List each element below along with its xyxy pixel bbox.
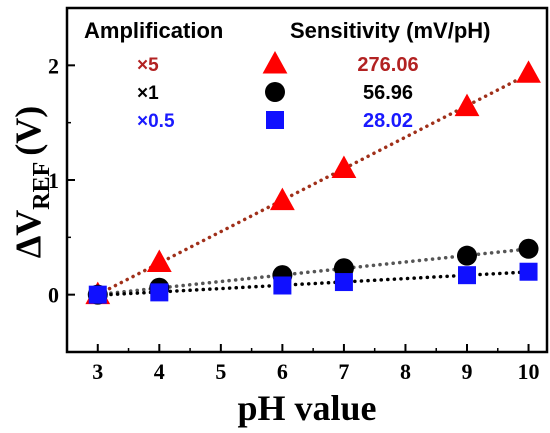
- data-point-series-1: [516, 60, 541, 83]
- data-point-series-1: [331, 155, 357, 178]
- legend-label-series-1: ×5: [137, 55, 159, 76]
- legend-label-series-2: ×1: [137, 83, 159, 104]
- legend-header-sensitivity: Sensitivity (mV/pH): [290, 18, 490, 43]
- data-point-series-2: [457, 245, 477, 266]
- x-tick-label: 8: [400, 359, 411, 384]
- legend-sensitivity-series-3: 28.02: [363, 110, 413, 132]
- legend-label-series-3: ×0.5: [137, 111, 175, 132]
- data-point-series-3: [458, 266, 476, 285]
- data-point-series-3: [519, 262, 538, 281]
- fit-line-series-1: [96, 72, 531, 297]
- legend: ×5 276.06 ×1 56.96 ×0.5 28.02: [137, 50, 419, 132]
- data-points: [85, 60, 541, 305]
- legend-marker-series-1: [262, 50, 288, 74]
- legend-sensitivity-series-1: 276.06: [357, 54, 418, 76]
- x-tick-label: 5: [215, 359, 226, 384]
- x-tick-label: 3: [92, 359, 103, 384]
- y-axis-ticks: 0 1 2: [48, 53, 75, 308]
- data-point-series-3: [150, 283, 169, 302]
- legend-sensitivity-series-2: 56.96: [363, 82, 413, 104]
- legend-header-amplification: Amplification: [84, 18, 223, 43]
- data-point-series-3: [273, 276, 292, 295]
- data-point-series-1: [454, 93, 480, 117]
- legend-marker-series-2: [265, 82, 285, 102]
- y-tick-label: 2: [48, 53, 59, 78]
- fit-lines: [96, 72, 531, 297]
- data-point-series-1: [269, 187, 295, 211]
- fit-line-series-3: [96, 270, 531, 297]
- x-tick-label: 4: [154, 359, 165, 384]
- y-axis-label: ΔVREF (V): [8, 106, 55, 259]
- x-axis-ticks: 3 4 5 6 7 8 9 10: [92, 344, 540, 384]
- x-tick-label: 6: [277, 359, 288, 384]
- svg-text:ΔVREF(V): ΔVREF (V): [8, 106, 55, 259]
- fit-line-series-2: [96, 247, 531, 297]
- y-tick-label: 0: [48, 283, 59, 308]
- data-point-series-2: [518, 238, 539, 259]
- y-axis-label-unit: (V): [8, 106, 48, 156]
- legend-marker-series-3: [266, 111, 284, 129]
- data-point-series-1: [146, 249, 172, 273]
- x-tick-label: 9: [462, 359, 473, 384]
- x-axis-label: pH value: [237, 388, 376, 428]
- data-point-series-3: [334, 273, 353, 292]
- x-tick-label: 10: [518, 359, 540, 384]
- y-axis-label-main: ΔV: [8, 210, 48, 259]
- y-tick-label: 1: [48, 168, 59, 193]
- data-point-series-3: [88, 285, 107, 304]
- x-tick-label: 7: [338, 359, 349, 384]
- y-axis-label-sub: REF: [29, 162, 55, 210]
